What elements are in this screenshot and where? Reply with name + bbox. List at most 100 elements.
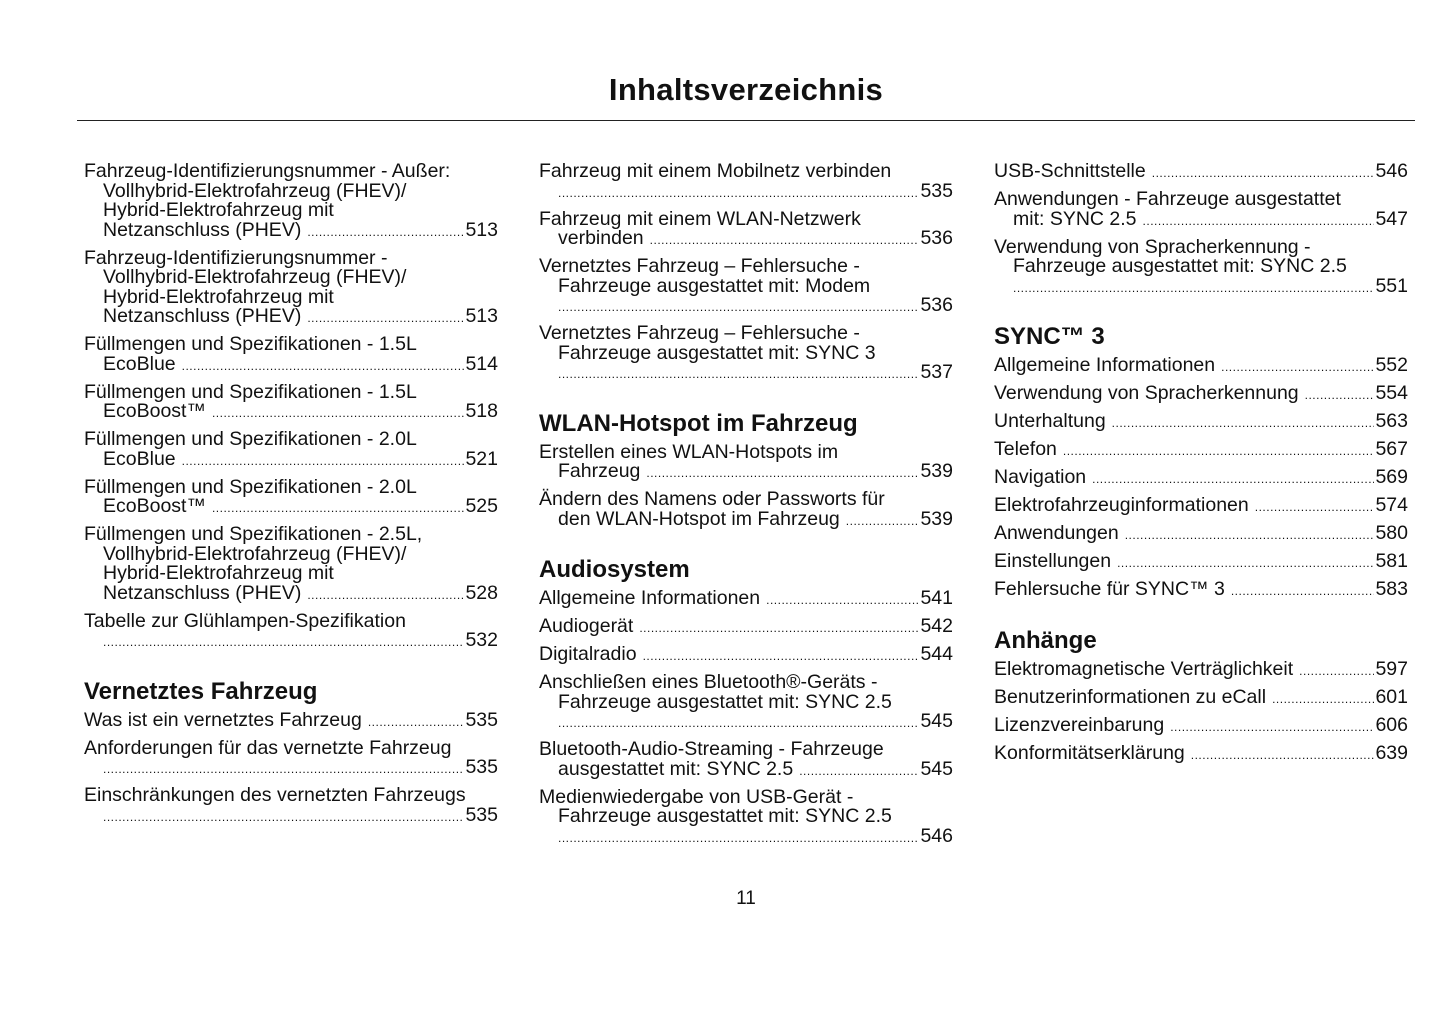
section-heading: Audiosystem: [539, 556, 690, 583]
entry-last-line: verbinden 536: [539, 228, 953, 251]
entry-title-line: Füllmengen und Spezifikationen - 1.5L: [84, 380, 417, 403]
entry-last-line: EcoBlue 514: [84, 352, 498, 377]
entry-last-line: Digitalradio 544: [539, 644, 953, 667]
toc-entry[interactable]: Medienwiedergabe von USB-Gerät - Fahrzeug…: [539, 785, 953, 849]
entry-page-number: 563: [1375, 410, 1408, 432]
toc-entry[interactable]: Fahrzeug mit einem Mobilnetz verbinden 53…: [539, 161, 953, 203]
toc-entry[interactable]: Anforderungen für das vernetzte Fahrzeug…: [84, 736, 498, 780]
toc-entry[interactable]: Anwendungen - Fahrzeuge ausgestattet mit:…: [994, 189, 1408, 231]
entry-page-number: 536: [920, 294, 953, 316]
entry-page-number: 551: [1375, 274, 1408, 297]
toc-entry[interactable]: USB-Schnittstelle 546: [994, 161, 1408, 184]
toc-entry[interactable]: Tabelle zur Glühlampen-Spezifikation 532: [84, 609, 498, 653]
entry-page-number: 535: [465, 756, 498, 778]
entry-title-line: Was ist ein vernetztes Fahrzeug: [84, 708, 362, 731]
entry-title-line: Unterhaltung: [994, 410, 1106, 432]
entry-last-line: Elektrofahrzeuginformationen 574: [994, 495, 1408, 518]
toc-entry[interactable]: Navigation 569: [994, 466, 1408, 490]
toc-entry[interactable]: Lizenzvereinbarung 606: [994, 713, 1408, 738]
entry-last-line: Netzanschluss (PHEV) 513: [84, 306, 498, 329]
toc-entry[interactable]: Erstellen eines WLAN-Hotspots im Fahrzeug…: [539, 442, 953, 484]
toc-entry[interactable]: Fehlersuche für SYNC™ 3 583: [994, 578, 1408, 602]
dot-leader: [1170, 718, 1374, 738]
toc-entry[interactable]: Konformitätserklärung 639: [994, 741, 1408, 766]
toc-entry[interactable]: Fahrzeug mit einem WLAN-Netzwerk verbinde…: [539, 209, 953, 251]
entry-title-line: Navigation: [994, 466, 1087, 488]
toc-entry[interactable]: Was ist ein vernetztes Fahrzeug 535: [84, 708, 498, 733]
toc-entry[interactable]: Füllmengen und Spezifikationen - 2.0L Eco…: [84, 477, 498, 519]
entry-page-number: 528: [465, 581, 498, 604]
toc-entry[interactable]: Anschließen eines Bluetooth®-Geräts - Fah…: [539, 672, 953, 734]
toc-entry[interactable]: Allgemeine Informationen 552: [994, 355, 1408, 378]
dot-leader: [1063, 442, 1375, 462]
dot-leader: [766, 591, 919, 611]
toc-entry[interactable]: Füllmengen und Spezifikationen - 2.0L Eco…: [84, 428, 498, 471]
entry-title-line: Vollhybrid-Elektrofahrzeug (FHEV)/: [103, 266, 407, 288]
entry-last-line: Audiogerät 542: [539, 616, 953, 639]
entry-last-line: 535: [84, 805, 498, 828]
entry-last-line: Einstellungen 581: [994, 550, 1408, 574]
toc-entry[interactable]: Vernetztes Fahrzeug – Fehlersuche - Fahrz…: [539, 256, 953, 318]
entry-page-number: 567: [1375, 438, 1408, 460]
dot-leader: [1092, 470, 1374, 490]
toc-entry[interactable]: Audiogerät 542: [539, 616, 953, 639]
section-heading: Anhänge: [994, 626, 1097, 654]
entry-last-line: Netzanschluss (PHEV) 528: [84, 581, 498, 606]
toc-entry[interactable]: Bluetooth-Audio-Streaming - Fahrzeuge aus…: [539, 739, 953, 781]
toc-entry[interactable]: Elektrofahrzeuginformationen 574: [994, 495, 1408, 518]
entry-title-line: Verwendung von Spracherkennung: [994, 382, 1299, 404]
entry-title-line: den WLAN-Hotspot im Fahrzeug: [558, 507, 840, 530]
entry-last-line: Telefon 567: [994, 438, 1408, 462]
toc-entry[interactable]: Verwendung von Spracherkennung - Fahrzeug…: [994, 237, 1408, 299]
entry-last-line: Was ist ein vernetztes Fahrzeug 535: [84, 708, 498, 733]
entry-title-line: Fehlersuche für SYNC™ 3: [994, 578, 1225, 600]
toc-entry[interactable]: Vernetztes Fahrzeug – Fehlersuche - Fahrz…: [539, 322, 953, 385]
dot-leader: [103, 808, 464, 828]
toc-entry[interactable]: Telefon 567: [994, 438, 1408, 462]
toc-entry[interactable]: Füllmengen und Spezifikationen - 1.5L Eco…: [84, 334, 498, 377]
entry-page-number: 537: [920, 361, 953, 383]
toc-entry[interactable]: Benutzerinformationen zu eCall 601: [994, 685, 1408, 710]
dot-leader: [307, 309, 464, 329]
toc-entry[interactable]: Einstellungen 581: [994, 550, 1408, 574]
entry-title-line: Konformitätserklärung: [994, 741, 1185, 764]
toc-entry[interactable]: Füllmengen und Spezifikationen - 2.5L, Vo…: [84, 524, 498, 606]
entry-page-number: 583: [1375, 578, 1408, 600]
entry-title-line: Benutzerinformationen zu eCall: [994, 685, 1267, 708]
toc-entry[interactable]: Allgemeine Informationen 541: [539, 588, 953, 611]
entry-title-line: mit: SYNC 2.5: [1013, 207, 1137, 230]
toc-column-2: Fahrzeug mit einem Mobilnetz verbinden 53…: [539, 161, 953, 855]
toc-entry[interactable]: Verwendung von Spracherkennung 554: [994, 382, 1408, 406]
toc-entry[interactable]: Elektromagnetische Verträglichkeit 597: [994, 659, 1408, 682]
dot-leader: [1191, 746, 1375, 766]
entry-last-line: Allgemeine Informationen 541: [539, 588, 953, 611]
toc-entry[interactable]: Einschränkungen des vernetzten Fahrzeugs…: [84, 785, 498, 828]
entry-title-line: Fahrzeuge ausgestattet mit: SYNC 2.5: [1013, 255, 1347, 277]
toc-entry[interactable]: Unterhaltung 563: [994, 410, 1408, 434]
toc-entry[interactable]: Ändern des Namens oder Passworts für den …: [539, 489, 953, 532]
dot-leader: [103, 633, 464, 653]
entry-title-line: Anforderungen für das vernetzte Fahrzeug: [84, 736, 452, 759]
entry-title-line: Lizenzvereinbarung: [994, 713, 1165, 736]
toc-entry[interactable]: Füllmengen und Spezifikationen - 1.5L Eco…: [84, 380, 498, 424]
entry-last-line: Anwendungen 580: [994, 523, 1408, 546]
entry-title-line: Vernetztes Fahrzeug – Fehlersuche -: [539, 322, 860, 344]
entry-title-line: Vollhybrid-Elektrofahrzeug (FHEV)/: [103, 179, 407, 202]
entry-title-line: Tabelle zur Glühlampen-Spezifikation: [84, 609, 406, 632]
entry-title-line: Hybrid-Elektrofahrzeug mit: [103, 562, 334, 584]
dot-leader: [1125, 526, 1375, 546]
entry-title-line: EcoBlue: [103, 352, 176, 375]
toc-entry[interactable]: Fahrzeug-Identifizierungsnummer - Vollhyb…: [84, 248, 498, 329]
entry-last-line: EcoBoost™ 518: [84, 401, 498, 424]
toc-entry[interactable]: Anwendungen 580: [994, 523, 1408, 546]
dot-leader: [212, 499, 464, 519]
entry-last-line: 537: [539, 361, 953, 385]
entry-page-number: 554: [1375, 382, 1408, 404]
entry-last-line: Fahrzeug 539: [539, 461, 953, 484]
entry-page-number: 581: [1375, 550, 1408, 572]
entry-last-line: den WLAN-Hotspot im Fahrzeug 539: [539, 507, 953, 532]
entry-title-line: Medienwiedergabe von USB-Gerät -: [539, 785, 854, 808]
toc-entry[interactable]: Digitalradio 544: [539, 644, 953, 667]
toc-entry[interactable]: Fahrzeug-Identifizierungsnummer - Außer:…: [84, 161, 498, 242]
entry-title-line: Füllmengen und Spezifikationen - 2.0L: [84, 428, 417, 450]
